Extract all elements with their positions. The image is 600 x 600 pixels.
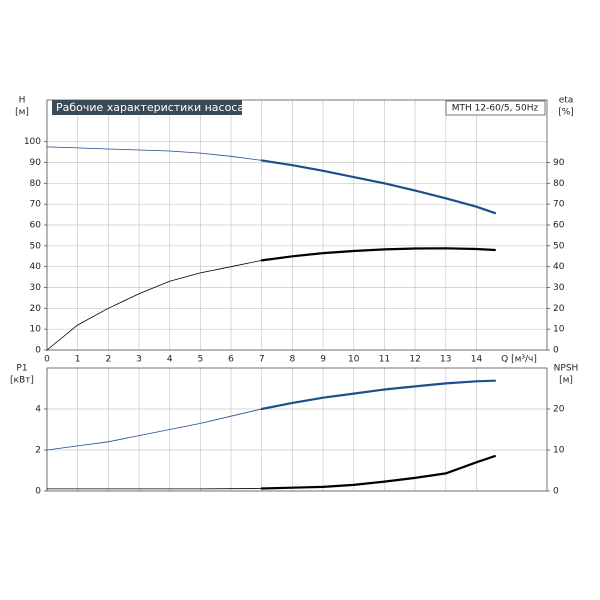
y2-tick-label: 50 (553, 241, 565, 251)
y2-tick-label: 0 (553, 487, 559, 497)
y-tick-label: 90 (30, 158, 42, 168)
plot-frame (46, 99, 548, 351)
y2-axis-label: NPSH (554, 364, 579, 374)
x-tick-label: 4 (167, 355, 173, 365)
model-label: MTH 12-60/5, 50Hz (452, 104, 539, 114)
y2-tick-label: 90 (553, 158, 565, 168)
y-axis-label: H (19, 96, 26, 106)
y2-axis-label: eta (559, 96, 574, 106)
x-tick-label: 6 (228, 355, 234, 365)
model-box (445, 100, 546, 116)
y-tick-label: 4 (35, 405, 41, 415)
y2-tick-label: 60 (553, 221, 565, 231)
y-tick-label: 20 (30, 304, 42, 314)
x-tick-label: 9 (320, 355, 326, 365)
title-box (52, 100, 242, 115)
x-tick-label: 2 (105, 355, 111, 365)
x-tick-label: 11 (379, 355, 390, 365)
y-tick-label: 30 (30, 283, 42, 293)
x-tick-label: 7 (259, 355, 265, 365)
x-tick-label: 5 (198, 355, 204, 365)
curve-npsh (260, 455, 496, 490)
x-tick-label: 10 (348, 355, 360, 365)
curve-p1 (46, 380, 496, 451)
y2-tick-label: 10 (553, 325, 565, 335)
x-tick-label: 8 (290, 355, 296, 365)
y-tick-label: 0 (35, 346, 41, 356)
y2-tick-label: 0 (553, 346, 559, 356)
y2-tick-label: 30 (553, 283, 565, 293)
x-tick-label: 1 (75, 355, 81, 365)
y-tick-label: 60 (30, 221, 42, 231)
curve-npsh (46, 455, 496, 490)
curve-h (46, 146, 496, 214)
y-tick-label: 40 (30, 262, 42, 272)
curve-h (260, 159, 496, 215)
y2-tick-label: 70 (553, 200, 565, 210)
y2-tick-label: 20 (553, 304, 565, 314)
x-tick-label: 0 (44, 355, 50, 365)
y-tick-label: 100 (24, 137, 41, 147)
y-axis-unit: [кВт] (10, 376, 34, 386)
y2-tick-label: 40 (553, 262, 565, 272)
y-tick-label: 2 (35, 446, 41, 456)
curve-eta (260, 247, 496, 262)
chart-title: Рабочие характеристики насоса (56, 101, 244, 114)
plot-frame (46, 367, 548, 492)
y2-tick-label: 20 (553, 405, 565, 415)
x-tick-label: 14 (471, 355, 483, 365)
y-axis-label: P1 (16, 364, 27, 374)
x-tick-label: 3 (136, 355, 142, 365)
y2-axis-unit: [м] (559, 376, 573, 386)
y-tick-label: 10 (30, 325, 42, 335)
y-axis-unit: [м] (15, 108, 29, 118)
x-axis-label: Q [м³/ч] (501, 355, 537, 365)
curve-eta (46, 247, 496, 351)
x-tick-label: 12 (409, 355, 420, 365)
y-tick-label: 0 (35, 487, 41, 497)
y2-axis-unit: [%] (558, 108, 574, 118)
x-tick-label: 13 (440, 355, 451, 365)
y-tick-label: 50 (30, 241, 42, 251)
y-tick-label: 70 (30, 200, 42, 210)
y2-tick-label: 80 (553, 179, 565, 189)
y-tick-label: 80 (30, 179, 42, 189)
y2-tick-label: 10 (553, 446, 565, 456)
curve-p1 (260, 379, 496, 411)
